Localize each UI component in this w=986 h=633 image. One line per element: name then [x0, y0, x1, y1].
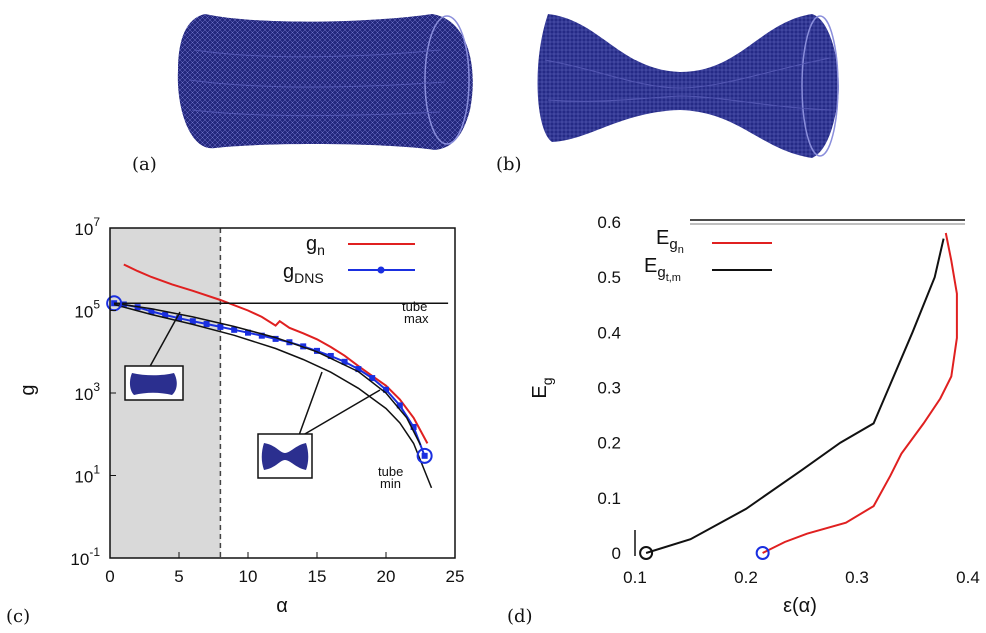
data-point-g-DNS [355, 366, 362, 373]
x-tick-label: 0 [105, 567, 114, 586]
y-tick-label: 103 [74, 380, 100, 404]
tube-max-label-1: tube [402, 299, 427, 314]
x-tick-label: 0.4 [956, 568, 980, 587]
y-tick-label: 101 [74, 463, 100, 487]
y-tick-label: 105 [74, 298, 100, 322]
legend-label-egtm: Egt,m [644, 255, 681, 284]
data-point-g-DNS [341, 358, 348, 365]
panel-label-d: (d) [507, 606, 533, 627]
tube-image-a [177, 14, 473, 150]
data-point-g-DNS [327, 352, 334, 359]
series-line-E-gn [762, 232, 958, 554]
x-tick-label: 0.2 [734, 568, 758, 587]
legend-c: gn gDNS [283, 233, 415, 286]
data-point-g-DNS [421, 452, 428, 459]
chart-d: 0.1 0.2 0.3 0.4 00.10.20.30.40.50.6 Eg ε(α)… [529, 213, 980, 617]
inset-cylinder [124, 311, 184, 401]
y-tick-label: 0 [612, 544, 621, 563]
legend-marker-gdns [377, 266, 385, 274]
data-point-g-DNS [314, 347, 320, 354]
data-point-g-DNS [203, 321, 210, 328]
tube-min-label-2: min [380, 476, 401, 491]
data-point-g-DNS [396, 402, 403, 409]
x-tick-label: 0.1 [623, 568, 647, 587]
x-tick-label: 0.3 [845, 568, 869, 587]
data-point-g-DNS [245, 329, 251, 336]
x-tick-label: 15 [308, 567, 327, 586]
x-tick-label: 5 [174, 567, 183, 586]
data-point-g-DNS [176, 315, 182, 322]
series-line-tube-min [113, 303, 433, 489]
tube-max-label-2: max [404, 311, 429, 326]
x-tick-label: 25 [446, 567, 465, 586]
tube-shape-b [537, 14, 839, 158]
data-point-g-DNS [189, 318, 196, 325]
legend-label-gdns: gDNS [283, 261, 324, 286]
y-tick-label: 0.3 [597, 379, 621, 398]
y-tick-label: 0.6 [597, 213, 621, 232]
y-axis-label-c: g [17, 384, 39, 395]
data-point-g-DNS [231, 326, 238, 333]
inset-hyperboloid [257, 371, 381, 479]
y-tick-label: 10-1 [70, 545, 100, 569]
tube-end-a [424, 15, 470, 145]
data-point-g-DNS [410, 423, 417, 430]
data-point-g-DNS [383, 386, 389, 393]
y-tick-label: 107 [74, 215, 100, 239]
legend-d: Egn Egt,m [644, 227, 772, 284]
panel-label-a: (a) [132, 154, 157, 175]
x-tick-label: 20 [377, 567, 396, 586]
endpoint-marker [639, 546, 654, 560]
series-line-g-n [123, 263, 429, 444]
data-point-g-DNS [272, 335, 279, 342]
data-point-g-DNS [258, 332, 265, 339]
data-point-g-DNS [162, 311, 169, 318]
legend-label-egn: Egn [656, 227, 684, 256]
series-line-tube-mid [113, 302, 422, 446]
y-tick-label: 0.2 [597, 434, 621, 453]
y-tick-label: 0.1 [597, 489, 621, 508]
x-axis-label-c: α [276, 595, 288, 617]
panel-label-c: (c) [6, 606, 30, 627]
tube-image-b [537, 14, 839, 158]
panel-label-b: (b) [496, 154, 522, 175]
x-axis-label-d: ε(α) [783, 595, 817, 617]
x-tick-label: 10 [239, 567, 258, 586]
data-point-g-DNS [369, 375, 376, 382]
tube-min-label-1: tube [378, 464, 403, 479]
endpoint-marker [755, 546, 770, 560]
y-tick-label: 0.5 [597, 268, 621, 287]
data-point-g-DNS [217, 323, 224, 330]
tube-end-b [801, 15, 839, 157]
data-point-g-DNS [148, 308, 155, 315]
tube-shape-a [177, 14, 473, 150]
y-tick-label: 0.4 [597, 323, 621, 342]
series-line-E-gt-m [645, 238, 945, 554]
endpoint-marker [416, 447, 433, 464]
y-axis-label-d: Eg [529, 377, 555, 398]
legend-label-gn: gn [306, 233, 325, 258]
